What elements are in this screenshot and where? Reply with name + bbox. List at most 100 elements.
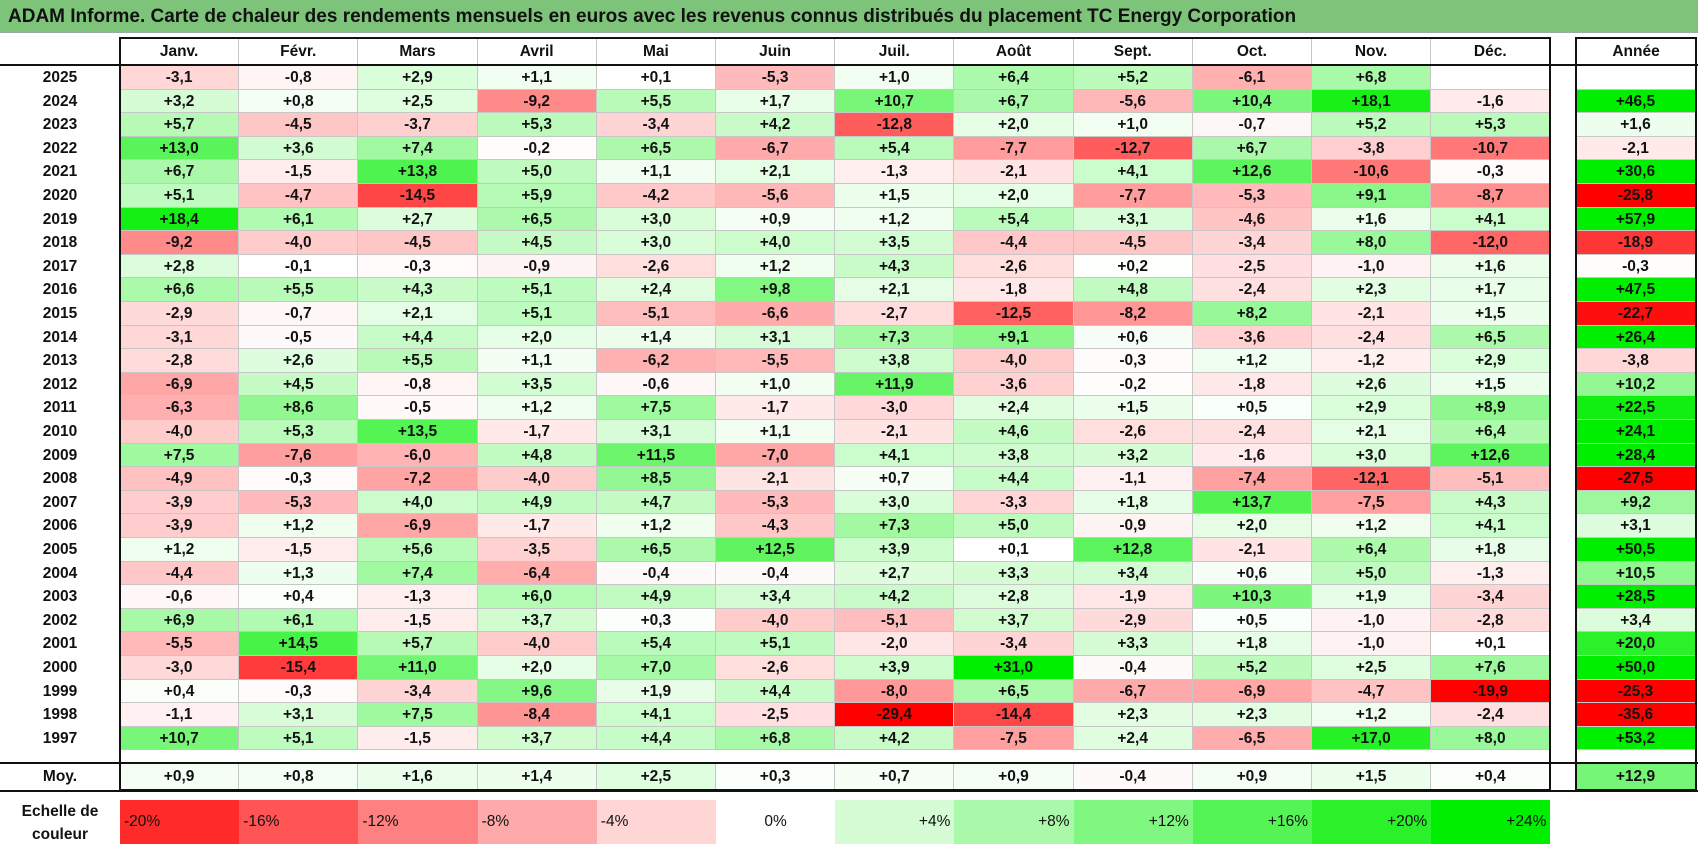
heatmap-cell: +0,3 (596, 608, 716, 633)
heatmap-cell: +1,8 (1073, 490, 1193, 515)
heatmap-cell: +9,1 (954, 325, 1074, 350)
heatmap-cell: -2,5 (1192, 254, 1312, 279)
heatmap-cell: +5,0 (1312, 561, 1432, 586)
heatmap-cell: +1,6 (1312, 207, 1432, 232)
heatmap-cell: +5,0 (954, 514, 1074, 538)
heatmap-cell: -4,0 (716, 608, 836, 633)
heatmap-cell: -4,0 (120, 420, 240, 444)
annual-cell: +10,5 (1576, 561, 1696, 586)
heatmap-cell: -2,9 (1073, 608, 1193, 633)
year-label: 2009 (42, 446, 78, 464)
year-label: 2014 (42, 328, 78, 346)
annual-cell: +20,0 (1576, 632, 1696, 656)
heatmap-cell: +8,6 (239, 396, 359, 420)
heatmap-cell: +9,6 (477, 679, 597, 704)
heatmap-cell: +7,5 (358, 703, 478, 727)
average-cell: +0,4 (1431, 764, 1551, 790)
heatmap-cell: +1,5 (1431, 372, 1551, 397)
heatmap-cell: +1,2 (1192, 349, 1312, 373)
heatmap-cell: +7,5 (120, 443, 240, 468)
heatmap-cell: -1,0 (1312, 632, 1432, 656)
heatmap-cell: +7,4 (358, 136, 478, 161)
scale-swatch: +16% (1192, 800, 1312, 844)
heatmap-cell: +5,3 (239, 420, 359, 444)
heatmap-cell: -2,9 (120, 302, 240, 326)
heatmap-cell: +17,0 (1312, 726, 1432, 751)
heatmap-cell: -4,0 (239, 231, 359, 255)
heatmap-cell: +1,9 (1312, 585, 1432, 609)
year-label: 2021 (42, 163, 78, 181)
heatmap-cell: +2,4 (596, 278, 716, 302)
year-label: 2000 (42, 659, 78, 676)
heatmap-cell: +11,0 (358, 656, 478, 680)
heatmap-cell: +6,7 (120, 160, 240, 184)
heatmap-cell: -15,4 (239, 656, 359, 680)
month-header: Juin (716, 38, 836, 65)
scale-swatch: +24% (1431, 800, 1551, 844)
heatmap-cell: +0,6 (1073, 325, 1193, 350)
average-cell: +0,8 (239, 764, 359, 790)
heatmap-cell: +0,4 (120, 679, 240, 704)
annual-cell: -0,3 (1576, 254, 1696, 279)
heatmap-cell: -0,7 (1192, 113, 1312, 137)
heatmap-cell: -7,5 (1312, 490, 1432, 515)
heatmap-cell: -6,0 (358, 443, 478, 468)
heatmap-cell: +2,8 (120, 254, 240, 279)
heatmap-cell: -4,2 (596, 184, 716, 208)
year-total-header: Année (1612, 43, 1660, 60)
heatmap-cell: -1,6 (1192, 443, 1312, 468)
heatmap-cell: +4,5 (239, 372, 359, 397)
heatmap-cell: -1,2 (1312, 349, 1432, 373)
heatmap-cell: -2,1 (954, 160, 1074, 184)
chart-title: ADAM Informe. Carte de chaleur des rende… (0, 0, 1698, 33)
average-cell: +0,9 (954, 764, 1074, 790)
heatmap-cell: -9,2 (120, 231, 240, 255)
heatmap-cell: +7,3 (835, 514, 955, 538)
heatmap-cell: +2,5 (1312, 656, 1432, 680)
heatmap-cell: -0,3 (1431, 160, 1551, 184)
heatmap-cell: -7,7 (1073, 184, 1193, 208)
heatmap-cell: +5,5 (358, 349, 478, 373)
heatmap-cell: -2,4 (1192, 278, 1312, 302)
heatmap-cell: +4,1 (1431, 207, 1551, 232)
year-label: 2018 (42, 234, 78, 252)
heatmap-cell: -1,7 (477, 420, 597, 444)
heatmap-cell: +4,0 (358, 490, 478, 515)
heatmap-cell: -5,1 (835, 608, 955, 633)
heatmap-cell: +2,0 (1192, 514, 1312, 538)
heatmap-cell: +1,9 (596, 679, 716, 704)
heatmap-cell: +4,6 (954, 420, 1074, 444)
annual-cell: -25,8 (1576, 184, 1696, 208)
heatmap-cell: +3,1 (596, 420, 716, 444)
heatmap-cell: -5,6 (1073, 89, 1193, 114)
heatmap-cell: -5,1 (596, 302, 716, 326)
scale-label: Echelle de couleur (21, 803, 99, 843)
heatmap-cell: +2,0 (954, 184, 1074, 208)
heatmap-cell: +10,7 (120, 726, 240, 751)
heatmap-cell: -8,4 (477, 703, 597, 727)
heatmap-cell: +6,4 (954, 66, 1074, 90)
heatmap-cell: +2,6 (239, 349, 359, 373)
heatmap-cell: +0,1 (954, 538, 1074, 562)
heatmap-cell: -3,1 (120, 66, 240, 90)
heatmap-cell: -2,4 (1431, 703, 1551, 727)
heatmap-cell: +6,4 (1312, 538, 1432, 562)
heatmap-cell: +8,0 (1312, 231, 1432, 255)
heatmap-cell: -1,3 (835, 160, 955, 184)
scale-swatch: -20% (120, 800, 240, 844)
scale-swatch: +8% (954, 800, 1074, 844)
heatmap-cell: +13,0 (120, 136, 240, 161)
heatmap-cell: -1,9 (1073, 585, 1193, 609)
heatmap-cell: -1,8 (1192, 372, 1312, 397)
heatmap-cell: -8,0 (835, 679, 955, 704)
average-cell: -0,4 (1073, 764, 1193, 790)
heatmap-cell: +13,5 (358, 420, 478, 444)
heatmap-cell: +4,3 (1431, 490, 1551, 515)
year-label: 2002 (42, 611, 78, 629)
heatmap-cell: -29,4 (835, 703, 955, 727)
heatmap-cell: +6,6 (120, 278, 240, 302)
heatmap-cell: +5,2 (1073, 66, 1193, 90)
heatmap-cell: +1,0 (716, 372, 836, 397)
heatmap-cell: -0,4 (596, 561, 716, 586)
